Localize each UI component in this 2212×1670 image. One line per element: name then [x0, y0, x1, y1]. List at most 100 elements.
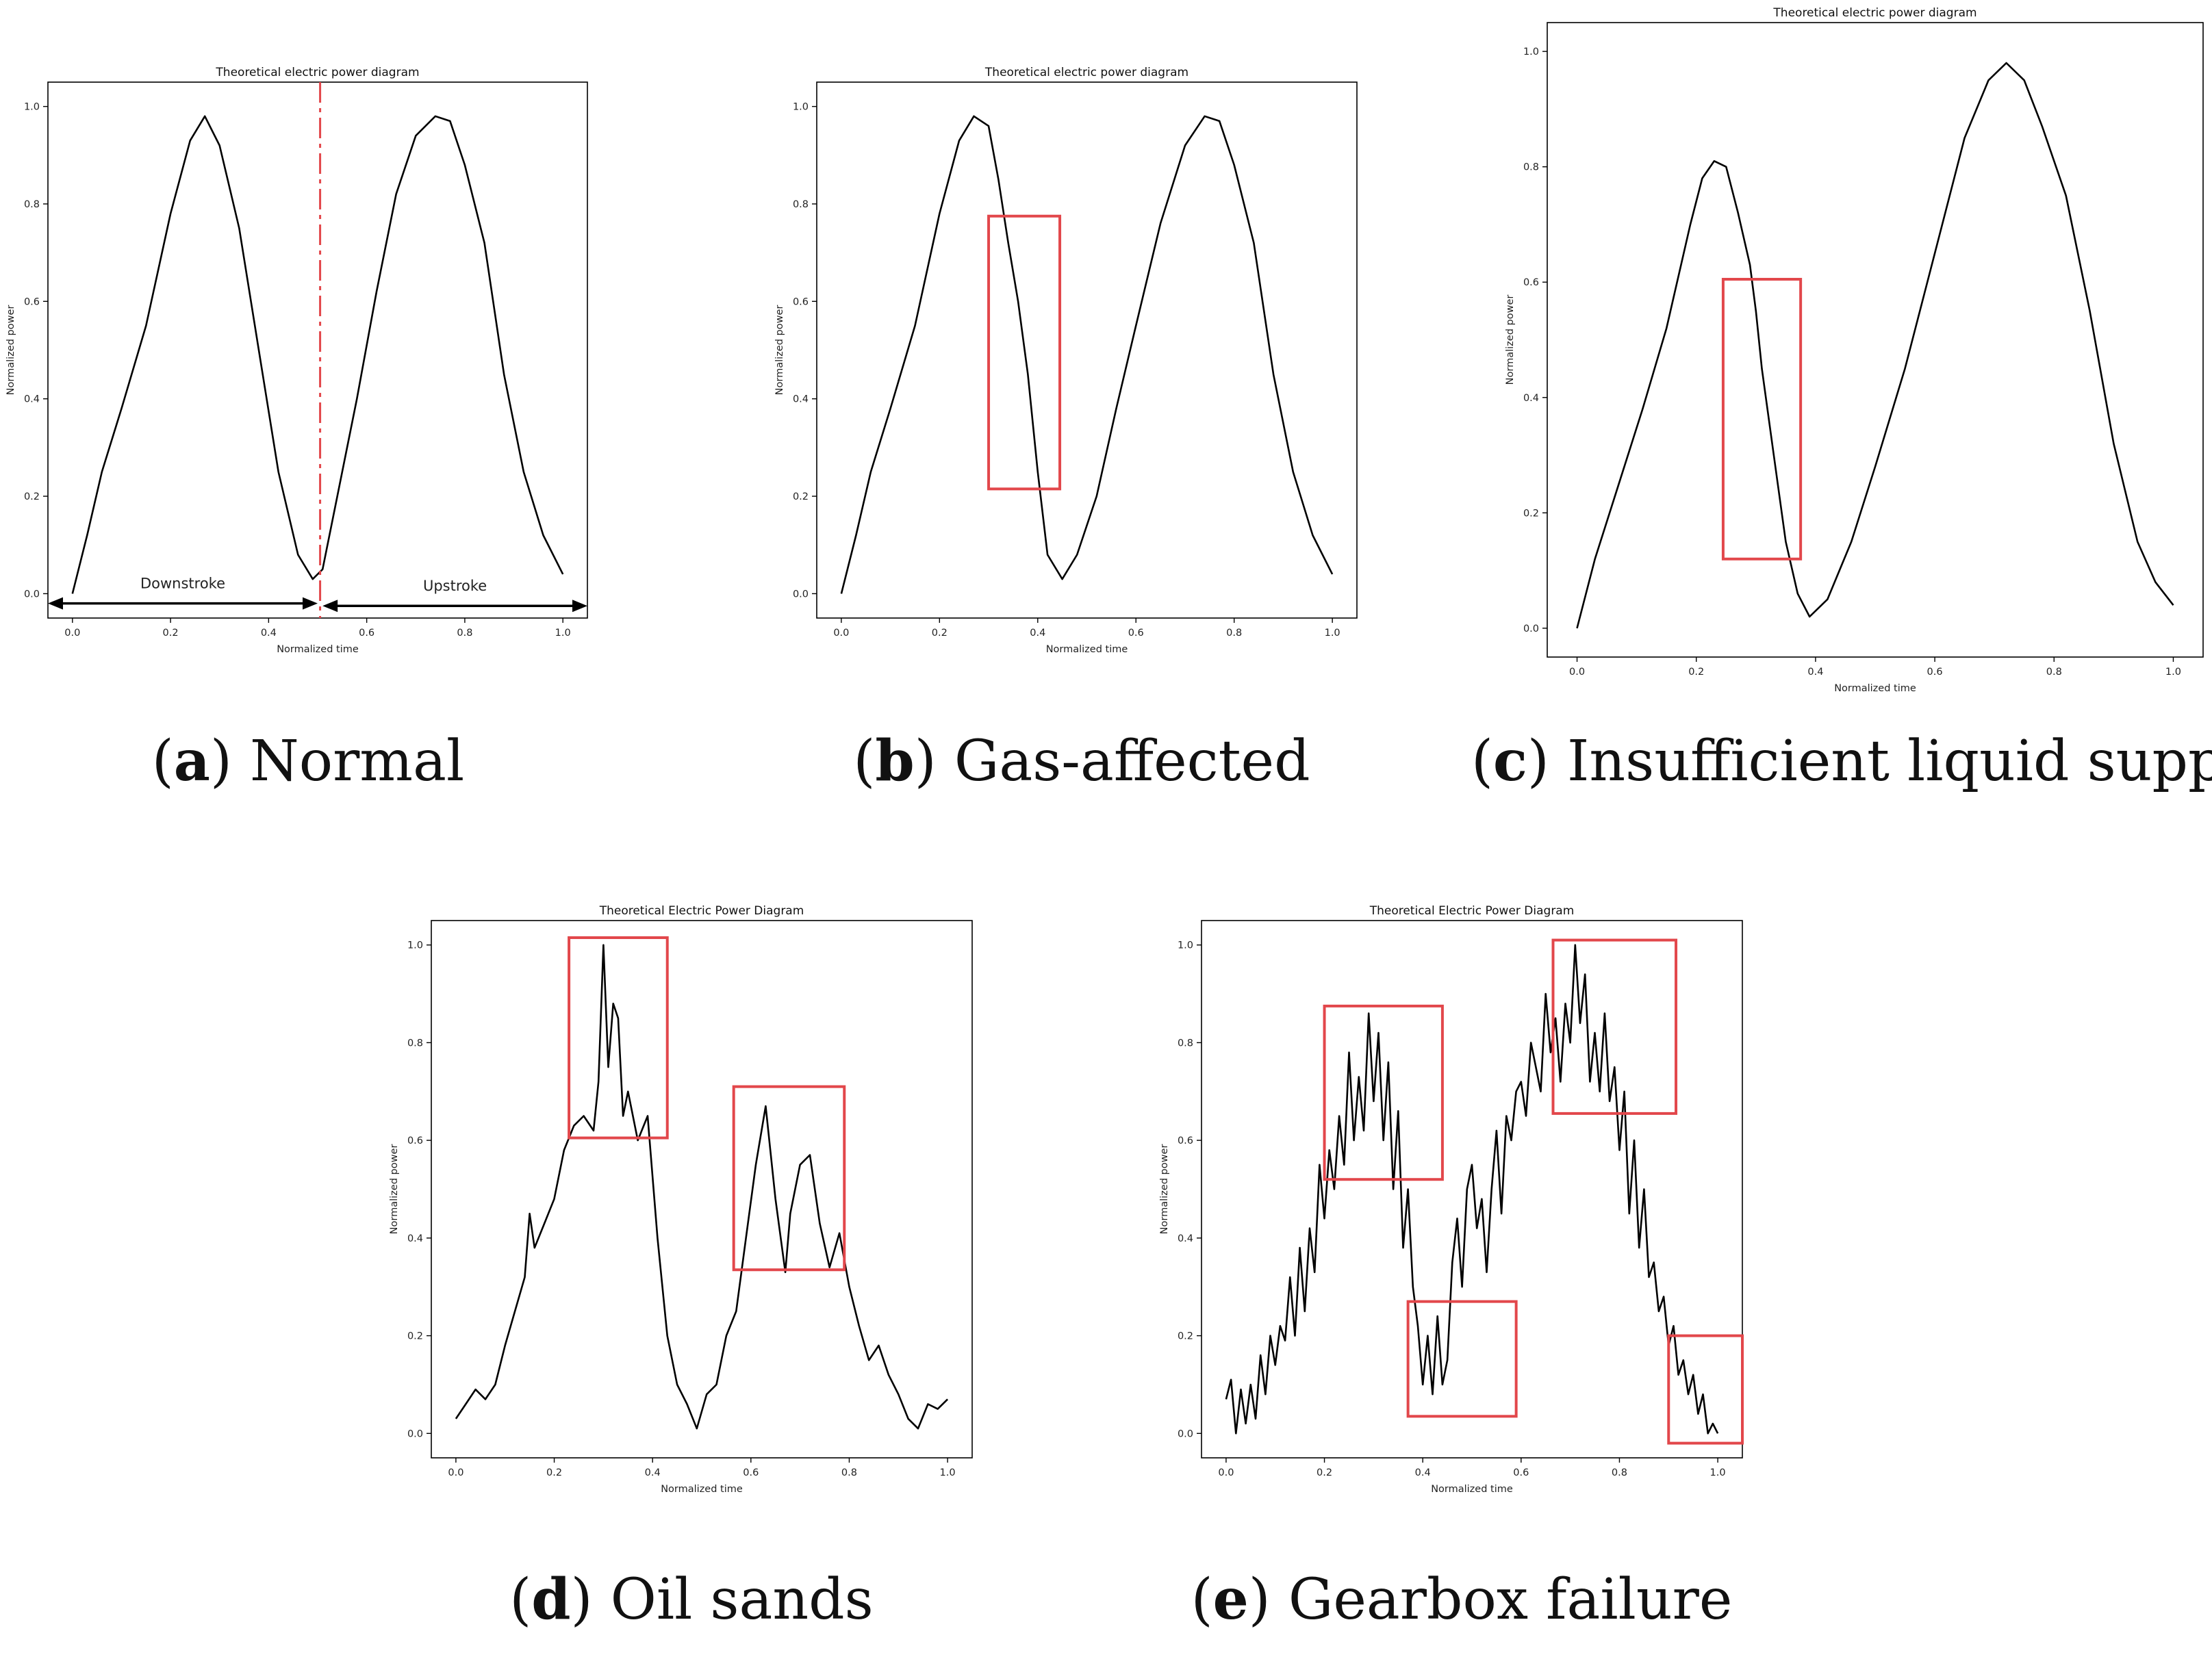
x-tick-label: 0.4: [261, 628, 277, 639]
chart-panel-e: Theoretical Electric Power Diagram 0.0 0.2…: [1159, 904, 1744, 1632]
caption-letter: d: [531, 1567, 570, 1632]
caption-open-paren: (: [1471, 729, 1493, 794]
plot-frame: [47, 81, 588, 619]
x-axis-label: Normalized time: [1834, 683, 1916, 694]
anomaly-highlight-box: [1323, 1004, 1444, 1181]
panel-caption: (b) Gas-affected: [853, 728, 1310, 794]
caption-letter: b: [875, 728, 914, 794]
anomaly-highlight-box: [1551, 938, 1678, 1115]
stroke-arrow: Downstroke: [48, 576, 318, 610]
y-tick-label: 1.0: [24, 102, 40, 113]
y-tick-label: 0.2: [1178, 1331, 1193, 1342]
y-tick-label: 0.0: [407, 1428, 423, 1439]
x-tick-label: 0.2: [932, 628, 948, 639]
chart-panel-d: Theoretical Electric Power Diagram 0.0 0.2…: [389, 904, 973, 1632]
chart-title: Theoretical Electric Power Diagram: [1369, 904, 1575, 918]
y-tick-label: 0.6: [24, 296, 40, 307]
x-tick-label: 0.2: [546, 1467, 562, 1478]
y-tick-label: 1.0: [1523, 47, 1539, 57]
stroke-arrow: Upstroke: [322, 578, 587, 613]
panel-caption: (c) Insufficient liquid supply: [1471, 728, 2212, 794]
x-tick-label: 0.0: [1218, 1467, 1234, 1478]
x-tick-label: 0.0: [64, 628, 80, 639]
power-curve-line: [71, 115, 564, 594]
x-axis-label: Normalized time: [277, 644, 359, 655]
stroke-label: Downstroke: [140, 576, 225, 592]
x-tick-label: 0.6: [359, 628, 374, 639]
y-axis-label: Normalized power: [1159, 1144, 1170, 1235]
y-tick-label: 0.2: [407, 1331, 423, 1342]
caption-letter: a: [174, 728, 210, 794]
caption-open-paren: (: [1191, 1567, 1213, 1632]
caption-open-paren: (: [853, 729, 875, 794]
x-tick-label: 1.0: [940, 1467, 956, 1478]
y-tick-label: 1.0: [793, 102, 809, 113]
y-tick-label: 0.8: [793, 199, 809, 210]
power-curve-line: [1225, 944, 1719, 1435]
x-tick-label: 1.0: [2165, 667, 2181, 678]
arrow-head-left: [322, 600, 338, 613]
x-tick-label: 0.4: [1030, 628, 1045, 639]
x-tick-label: 0.8: [2046, 667, 2062, 678]
y-tick-label: 0.6: [1178, 1135, 1193, 1146]
y-tick-label: 0.8: [1523, 162, 1539, 173]
chart-panel-c: Theoretical electric power diagram 0.0 0.2…: [1471, 6, 2212, 794]
y-tick-label: 0.2: [24, 491, 40, 502]
anomaly-highlight-box: [732, 1085, 846, 1272]
y-tick-label: 0.4: [407, 1233, 423, 1244]
x-tick-label: 0.8: [841, 1467, 857, 1478]
x-tick-label: 0.2: [1688, 667, 1704, 678]
arrow-head-right: [303, 597, 318, 610]
y-tick-label: 0.4: [793, 394, 809, 405]
caption-text: ) Insufficient liquid supply: [1527, 729, 2212, 794]
x-tick-label: 0.2: [163, 628, 179, 639]
x-tick-label: 0.8: [1612, 1467, 1627, 1478]
x-tick-label: 0.0: [448, 1467, 463, 1478]
x-tick-label: 0.6: [1128, 628, 1144, 639]
plot-frame: [1547, 22, 2204, 658]
anomaly-highlight-box: [1721, 278, 1803, 561]
y-tick-label: 1.0: [407, 940, 423, 951]
y-tick-label: 0.0: [24, 589, 40, 600]
chart-panel-a: Theoretical electric power diagram 0.0 0.2…: [5, 66, 588, 794]
x-tick-label: 1.0: [555, 628, 571, 639]
y-tick-label: 0.6: [407, 1135, 423, 1146]
x-tick-label: 0.8: [457, 628, 472, 639]
plot-frame: [1201, 920, 1743, 1459]
panel-caption: (a) Normal: [152, 728, 464, 794]
x-tick-label: 1.0: [1710, 1467, 1726, 1478]
caption-text: ) Normal: [210, 729, 464, 794]
caption-letter: c: [1493, 728, 1527, 794]
chart-title: Theoretical electric power diagram: [1772, 6, 1976, 20]
chart-title: Theoretical electric power diagram: [215, 66, 419, 79]
anomaly-highlight-box: [1667, 1334, 1744, 1445]
x-axis-label: Normalized time: [661, 1484, 743, 1495]
y-tick-label: 0.8: [24, 199, 40, 210]
x-tick-label: 1.0: [1325, 628, 1340, 639]
plot-frame: [816, 81, 1358, 619]
stroke-label: Upstroke: [423, 578, 487, 594]
x-tick-label: 0.0: [1569, 667, 1585, 678]
x-tick-label: 0.2: [1317, 1467, 1332, 1478]
anomaly-highlight-box: [1406, 1300, 1518, 1418]
x-tick-label: 0.6: [1927, 667, 1943, 678]
y-tick-label: 1.0: [1178, 940, 1193, 951]
y-tick-label: 0.6: [1523, 277, 1539, 288]
y-tick-label: 0.4: [1523, 393, 1539, 404]
y-tick-label: 0.0: [1178, 1428, 1193, 1439]
y-tick-label: 0.2: [1523, 508, 1539, 519]
power-curve-line: [455, 944, 949, 1430]
panel-caption: (d) Oil sands: [509, 1567, 874, 1632]
power-curve-line: [840, 115, 1334, 594]
x-tick-label: 0.4: [645, 1467, 661, 1478]
caption-text: ) Oil sands: [571, 1567, 874, 1632]
x-tick-label: 0.4: [1415, 1467, 1431, 1478]
caption-text: ) Gearbox failure: [1249, 1567, 1733, 1632]
chart-title: Theoretical Electric Power Diagram: [599, 904, 804, 918]
x-axis-label: Normalized time: [1431, 1484, 1513, 1495]
x-tick-label: 0.6: [743, 1467, 759, 1478]
power-curve-line: [1576, 62, 2174, 629]
caption-text: ) Gas-affected: [915, 729, 1310, 794]
y-tick-label: 0.2: [793, 491, 809, 502]
